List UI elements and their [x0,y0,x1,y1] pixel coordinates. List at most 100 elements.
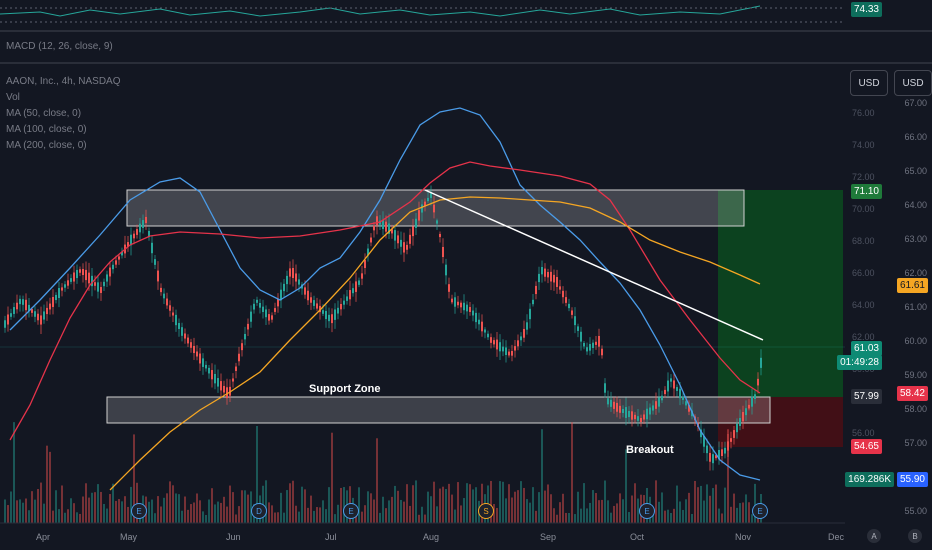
month-label: Dec [828,532,845,542]
candle-body [97,282,99,292]
candle-body [79,269,81,273]
legend-ma200[interactable]: MA (200, close, 0) [6,140,87,151]
volume-bar [511,497,513,523]
volume-bar [517,490,519,523]
volume-bar [58,509,60,523]
volume-bar [295,505,297,523]
legend-ma100[interactable]: MA (100, close, 0) [6,124,87,135]
volume-bar [277,512,279,523]
volume-bar [607,500,609,523]
candle-body [616,402,618,412]
candle-body [559,286,561,290]
volume-bar [493,504,495,523]
volume-bar [625,449,627,523]
candle-body [346,296,348,301]
candle-body [727,441,729,451]
candle-body [37,313,39,321]
volume-bar [130,486,132,523]
volume-bar [583,483,585,523]
candle-body [214,373,216,384]
right-scale-tick: 57.00 [904,438,927,448]
volume-bar [52,510,54,523]
volume-bar [19,499,21,523]
candle-body [340,303,342,310]
volume-bar [439,488,441,523]
right-scale-tick: 61.00 [904,302,927,312]
candle-body [142,220,144,228]
volume-bar [580,508,582,523]
volume-bar [505,498,507,523]
legend-ma50[interactable]: MA (50, close, 0) [6,108,82,119]
legend-vol[interactable]: Vol [6,92,20,103]
auto-scale-button[interactable]: A [867,529,881,543]
candle-body [568,303,570,309]
volume-bar [544,490,546,523]
candle-body [355,281,357,292]
volume-bar [148,501,150,523]
event-marker[interactable]: E [639,503,655,519]
volume-bar [427,491,429,523]
candle-body [487,333,489,338]
volume-bar [664,510,666,523]
candle-body [544,268,546,277]
candle-body [313,300,315,306]
candle-body [364,260,366,268]
candle-body [157,270,159,282]
volume-bar [319,507,321,523]
candle-body [436,220,438,224]
volume-bar [541,429,543,523]
candle-body [388,223,390,234]
candle-body [589,344,591,351]
candle-body [505,347,507,355]
symbol-title[interactable]: AAON, Inc., 4h, NASDAQ [6,76,121,87]
volume-bar [496,507,498,523]
event-marker[interactable]: S [478,503,494,519]
volume-bar [718,508,720,523]
volume-bar [310,495,312,523]
volume-bar [661,492,663,523]
candle-body [205,364,207,369]
right-scale-tick: 67.00 [904,98,927,108]
volume-bar [442,486,444,523]
volume-bar [571,422,573,523]
currency-button-right[interactable]: USD [894,70,932,96]
volume-bar [730,506,732,523]
candle-body [718,449,720,460]
volume-bar [268,502,270,523]
event-marker[interactable]: E [752,503,768,519]
volume-bar [616,503,618,523]
candle-body [178,323,180,329]
volume-bar [610,512,612,523]
candle-body [451,298,453,303]
candle-body [292,268,294,278]
volume-bar [94,492,96,523]
volume-bar [340,487,342,523]
candle-body [277,298,279,307]
volume-bar [160,506,162,523]
volume-bar [10,491,12,523]
breakout-label: Breakout [626,444,674,456]
candle-body [238,353,240,362]
volume-bar [724,487,726,523]
volume-bar [403,501,405,523]
left-scale-tick: 74.00 [852,140,875,150]
event-marker[interactable]: E [131,503,147,519]
rsi-pane: 74.33 [0,0,932,30]
event-marker[interactable]: D [251,503,267,519]
volume-bar [433,481,435,523]
candle-body [562,290,564,298]
candle-body [67,280,69,286]
volume-bar [322,500,324,523]
event-marker[interactable]: E [343,503,359,519]
volume-bar [592,490,594,523]
currency-button-left[interactable]: USD [850,70,888,96]
volume-bar [535,510,537,523]
log-scale-button[interactable]: B [908,529,922,543]
candle-body [13,307,15,314]
candle-body [331,314,333,324]
volume-bar [577,491,579,523]
volume-bar [202,511,204,523]
candle-body [334,309,336,320]
right-scale-tick: 65.00 [904,166,927,176]
